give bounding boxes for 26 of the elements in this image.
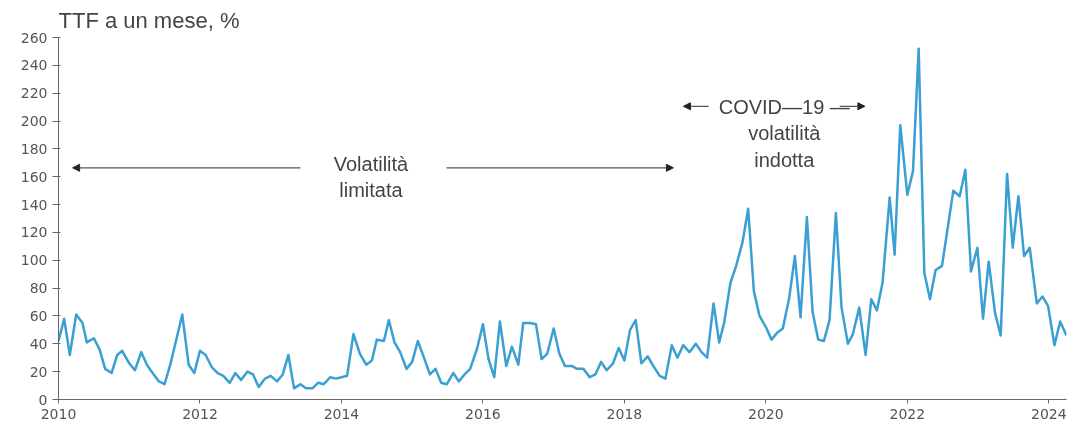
y-tick-label: 60: [29, 307, 48, 324]
y-tick-label: 100: [20, 252, 48, 269]
x-tick-label: 2022: [889, 405, 926, 422]
x-tick-label: 2018: [606, 405, 643, 422]
x-tick-label: 2014: [323, 405, 360, 422]
x-tick-label: 2020: [748, 405, 784, 422]
y-tick-label: 160: [20, 168, 48, 185]
chart-title: TTF a un mese, %: [58, 7, 240, 33]
y-tick-label: 80: [29, 280, 48, 297]
y-tick-label: 40: [29, 335, 48, 352]
annotation: Volatilità limitata: [333, 152, 410, 202]
line-series: [58, 47, 1067, 390]
y-tick-label: 180: [20, 140, 48, 157]
y-tick-label: 0: [38, 391, 48, 408]
y-tick-label: 200: [20, 113, 48, 130]
x-tick-label: 2012: [182, 405, 218, 422]
x-tick-label: 2024: [1031, 405, 1067, 422]
y-tick-label: 260: [20, 29, 48, 46]
x-tick-label: 2010: [40, 405, 77, 422]
y-tick-label: 120: [20, 224, 48, 241]
x-tick-label: 2016: [465, 405, 501, 422]
y-tick-label: 20: [29, 363, 48, 380]
y-tick-label: 140: [20, 196, 48, 213]
annotation: COVID—19 — volatilità indotta: [718, 96, 850, 171]
y-tick-label: 220: [20, 85, 48, 102]
y-tick-label: 240: [20, 57, 48, 74]
